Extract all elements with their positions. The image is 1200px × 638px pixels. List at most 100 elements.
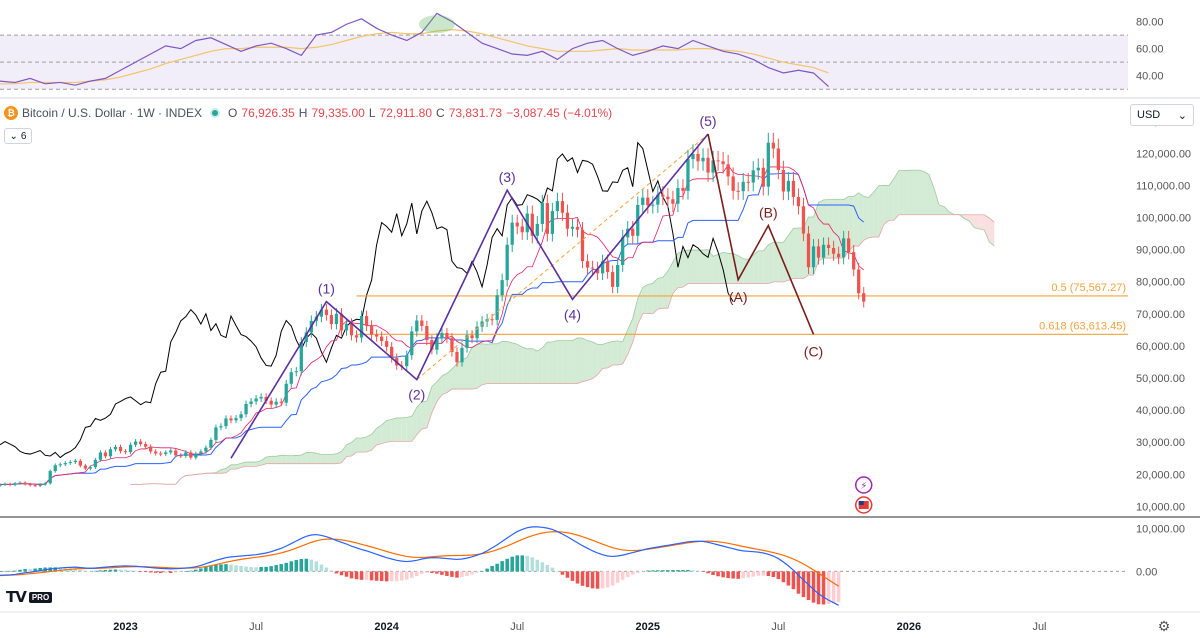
candle-body — [299, 342, 303, 372]
ichimoku-cloud-segment — [788, 228, 794, 281]
candle-body — [470, 335, 474, 339]
ichimoku-cloud-segment — [913, 170, 919, 215]
change-value: −3,087.45 (−4.01%) — [506, 106, 613, 120]
macd-histogram-bar — [781, 571, 786, 583]
candle-body — [279, 401, 283, 403]
macd-histogram-bar — [746, 571, 750, 578]
macd-histogram-bar — [460, 571, 464, 578]
time-tick-label: 2024 — [374, 621, 399, 633]
price-tick-label: 30,000.00 — [1136, 437, 1185, 449]
macd-histogram-bar — [776, 571, 781, 580]
ichimoku-cloud-segment — [246, 462, 252, 467]
candle-body — [369, 325, 374, 335]
ichimoku-cloud-segment — [261, 457, 267, 466]
ichimoku-cloud-segment — [592, 342, 598, 379]
macd-histogram-bar — [58, 567, 63, 572]
macd-panel: 10,000.00 0.00 — [0, 524, 1185, 606]
candle-body — [43, 483, 47, 485]
macd-histogram-bar — [726, 571, 730, 579]
tradingview-logo[interactable]: TV PRO — [6, 588, 53, 606]
ichimoku-cloud-segment — [893, 170, 899, 221]
tv-mark-icon: TV — [6, 588, 27, 606]
candle-body — [405, 355, 409, 367]
macd-histogram-bar — [706, 571, 710, 574]
macd-histogram-bar — [108, 569, 113, 572]
macd-histogram-bar — [490, 565, 494, 572]
candle-body — [686, 159, 690, 191]
macd-histogram-bar — [661, 570, 665, 572]
price-tick-label: 20,000.00 — [1136, 469, 1185, 481]
candle-body — [500, 280, 504, 296]
ichimoku-cloud-segment — [507, 341, 513, 384]
indicators-collapse-button[interactable]: ⌄ 6 — [4, 128, 32, 144]
macd-histogram-bar — [118, 569, 123, 572]
candle-body — [751, 170, 755, 183]
candle-body — [842, 238, 846, 258]
ichimoku-cloud-segment — [266, 456, 272, 464]
macd-histogram-bar — [304, 558, 309, 572]
candle-body — [595, 268, 600, 274]
macd-histogram-bar — [826, 571, 831, 605]
macd-histogram-bar — [415, 571, 419, 576]
macd-histogram-bar — [194, 569, 198, 572]
candle-body — [831, 247, 836, 254]
candle-body — [696, 153, 700, 162]
macd-histogram-bar — [585, 571, 590, 588]
candle-body — [199, 451, 203, 454]
macd-histogram-bar — [600, 571, 605, 589]
candle-body — [430, 340, 434, 350]
macd-histogram-bar — [831, 571, 836, 604]
macd-histogram-bar — [93, 570, 98, 572]
ichimoku-cloud-segment — [306, 452, 312, 464]
ichimoku-cloud-segment — [723, 252, 729, 284]
ichimoku-cloud-segment — [316, 453, 322, 464]
macd-histogram-bar — [399, 571, 404, 581]
ichimoku-cloud-segment — [321, 454, 327, 464]
ichimoku-cloud-segment — [888, 178, 894, 221]
candle-body — [103, 452, 108, 457]
candle-body — [781, 169, 786, 192]
candle-body — [339, 313, 344, 331]
macd-histogram-bar — [580, 571, 585, 586]
macd-histogram-bar — [671, 570, 675, 572]
candle-body — [741, 181, 745, 192]
price-tick-label: 90,000.00 — [1136, 245, 1185, 257]
ichimoku-cloud-segment — [989, 217, 995, 247]
macd-histogram-bar — [38, 568, 42, 572]
macd-histogram-bar — [445, 571, 449, 576]
ichimoku-cloud-segment — [497, 341, 503, 384]
time-tick-label: 2023 — [113, 621, 137, 633]
gear-icon[interactable]: ⚙ — [1157, 617, 1171, 634]
time-tick-label: Jul — [510, 621, 524, 633]
macd-histogram-bar — [28, 569, 32, 572]
candle-body — [123, 451, 128, 453]
time-tick-label: 2026 — [897, 621, 921, 633]
candle-body — [585, 261, 590, 268]
candle-body — [806, 233, 811, 268]
ichimoku-cloud-segment — [351, 438, 357, 456]
ichimoku-cloud-segment — [823, 199, 829, 259]
macd-tick-label: 0.00 — [1136, 566, 1157, 578]
candle-body — [616, 265, 620, 287]
candle-body — [73, 460, 77, 463]
macd-histogram-bar — [394, 571, 399, 582]
symbol-title[interactable]: Bitcoin / U.S. Dollar · 1W · INDEX — [22, 106, 203, 120]
candle-body — [465, 335, 469, 348]
ichimoku-cloud-segment — [878, 185, 884, 237]
rsi-tick-label: 40.00 — [1136, 71, 1164, 83]
macd-histogram-bar — [610, 571, 615, 586]
currency-select[interactable]: USD ⌄ — [1130, 104, 1194, 126]
ichimoku-cloud-segment — [426, 386, 432, 428]
macd-histogram-bar — [686, 569, 690, 572]
macd-histogram-bar — [570, 571, 575, 581]
close-label: C — [436, 106, 445, 120]
candle-body — [445, 333, 449, 339]
ichimoku-cloud-segment — [758, 250, 764, 284]
symbol-legend: ₿ Bitcoin / U.S. Dollar · 1W · INDEX O 76… — [4, 106, 612, 120]
ichimoku-cloud-segment — [241, 462, 247, 468]
candle-body — [676, 187, 680, 204]
candle-body — [510, 222, 514, 245]
macd-histogram-bar — [88, 571, 93, 572]
